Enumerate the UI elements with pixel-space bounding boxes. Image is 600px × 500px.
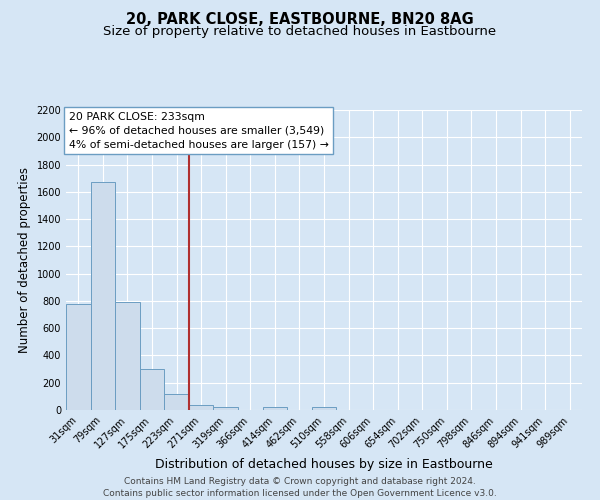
Text: Size of property relative to detached houses in Eastbourne: Size of property relative to detached ho… xyxy=(103,25,497,38)
Bar xyxy=(164,394,189,410)
Bar xyxy=(263,408,287,410)
Bar xyxy=(91,182,115,410)
Text: Contains HM Land Registry data © Crown copyright and database right 2024.: Contains HM Land Registry data © Crown c… xyxy=(124,478,476,486)
Bar xyxy=(312,406,336,410)
Bar xyxy=(189,404,214,410)
Bar xyxy=(140,369,164,410)
Y-axis label: Number of detached properties: Number of detached properties xyxy=(18,167,31,353)
Bar xyxy=(214,406,238,410)
X-axis label: Distribution of detached houses by size in Eastbourne: Distribution of detached houses by size … xyxy=(155,458,493,471)
Text: Contains public sector information licensed under the Open Government Licence v3: Contains public sector information licen… xyxy=(103,489,497,498)
Text: 20, PARK CLOSE, EASTBOURNE, BN20 8AG: 20, PARK CLOSE, EASTBOURNE, BN20 8AG xyxy=(126,12,474,28)
Text: 20 PARK CLOSE: 233sqm
← 96% of detached houses are smaller (3,549)
4% of semi-de: 20 PARK CLOSE: 233sqm ← 96% of detached … xyxy=(68,112,328,150)
Bar xyxy=(66,304,91,410)
Bar xyxy=(115,302,140,410)
